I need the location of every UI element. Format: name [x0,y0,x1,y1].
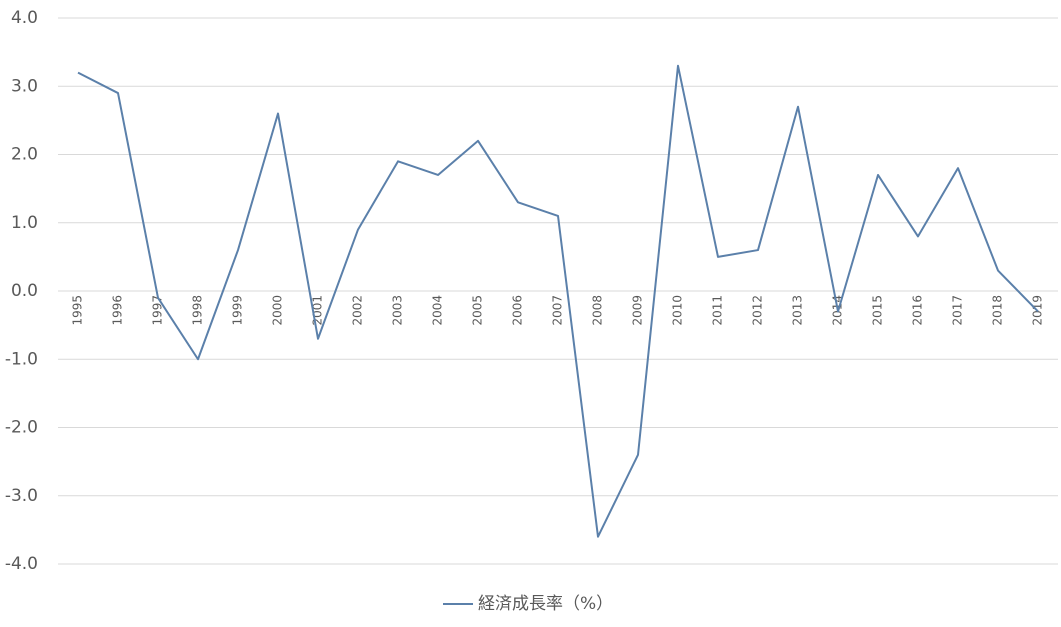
x-tick-label: 2012 [751,295,765,326]
x-tick-label: 2008 [591,295,605,326]
x-tick-label: 2007 [551,295,565,326]
x-tick-label: 1996 [111,295,125,326]
y-tick-label: -4.0 [5,554,38,574]
y-tick-label: 2.0 [11,145,38,165]
y-tick-label: 4.0 [11,8,38,28]
x-tick-label: 2017 [951,295,965,326]
y-tick-label: -2.0 [5,418,38,438]
x-tick-label: 2011 [711,295,725,326]
line-series [77,64,1039,538]
y-tick-label: -3.0 [5,486,38,506]
x-tick-label: 2013 [791,295,805,326]
legend-label: 経済成長率（%） [478,594,613,614]
x-tick-label: 2003 [391,295,405,326]
x-tick-label: 2004 [431,295,445,326]
x-tick-label: 2009 [631,295,645,326]
x-tick-label: 1995 [71,295,85,326]
x-tick-label: 2002 [351,295,365,326]
x-tick-label: 2018 [991,295,1005,326]
x-tick-label: 2016 [911,295,925,326]
y-tick-label: 3.0 [11,76,38,96]
x-tick-label: 2000 [271,295,285,326]
x-tick-label: 2005 [471,295,485,326]
y-tick-label: -1.0 [5,349,38,369]
x-tick-label: 1997 [151,295,165,326]
y-tick-label: 0.0 [11,281,38,301]
x-tick-label: 2015 [871,295,885,326]
x-tick-label: 2006 [511,295,525,326]
x-tick-label: 1998 [191,295,205,326]
x-tick-label: 2010 [671,295,685,326]
y-tick-label: 1.0 [11,213,38,233]
x-tick-label: 1999 [231,295,245,326]
